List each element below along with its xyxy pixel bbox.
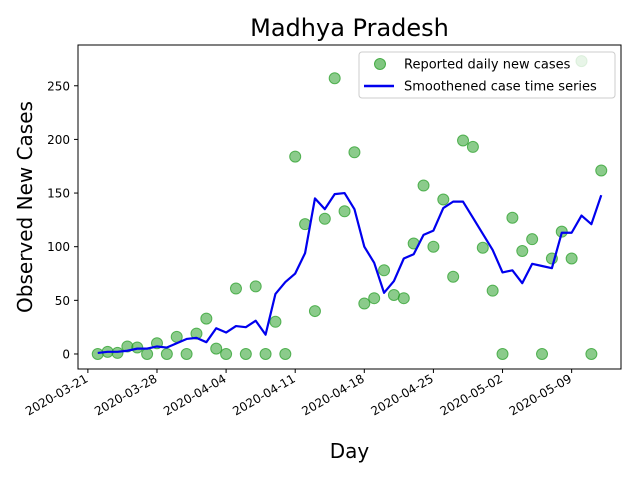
data-point-reported [368,292,381,305]
y-tick-label: 100 [47,240,70,254]
data-point-reported [249,280,262,293]
y-tick-label: 0 [62,347,70,361]
data-point-reported [229,282,242,295]
plot-area [77,44,622,370]
data-point-reported [506,211,519,224]
y-axis-title: Observed New Cases [13,101,37,313]
data-point-reported [486,284,499,297]
legend-label-smoothened: Smoothened case time series [404,80,597,95]
data-point-reported [447,270,460,283]
series-layer [91,55,608,360]
data-point-reported [308,305,321,318]
data-point-reported [358,297,371,310]
data-point-reported [210,342,223,355]
series-line-smoothened [97,191,603,355]
legend-label-reported: Reported daily new cases [404,58,571,73]
data-point-reported [397,292,410,305]
data-point-reported [476,241,489,254]
y-axis: 0 50 100 150 200 250 [47,79,78,361]
data-point-reported [220,347,233,360]
data-point-reported [526,233,539,246]
data-point-reported [318,212,331,225]
data-point-reported [180,347,193,360]
y-tick-label: 250 [47,79,70,93]
data-point-reported [348,146,361,159]
data-point-reported [427,240,440,253]
data-point-reported [437,193,450,206]
data-point-reported [457,134,470,147]
data-point-reported [91,347,104,360]
data-point-reported [239,347,252,360]
y-tick-label: 150 [47,187,70,201]
data-point-reported [160,347,173,360]
data-point-reported [141,347,154,360]
data-point-reported [289,150,302,163]
data-point-reported [536,347,549,360]
data-point-reported [269,315,282,328]
data-point-reported [378,264,391,277]
x-axis-title: Day [330,439,370,463]
data-point-reported [516,244,529,257]
data-point-reported [565,252,578,265]
legend: Reported daily new cases Smoothened case… [358,51,616,99]
data-point-reported [466,140,479,153]
legend-marker-reported [374,58,386,70]
data-point-reported [595,164,608,177]
plot-frame [77,44,622,370]
data-point-reported [259,347,272,360]
y-tick-label: 50 [55,294,70,308]
legend-box [358,51,616,99]
data-point-reported [496,347,509,360]
y-tick-label: 200 [47,133,70,147]
data-point-reported [328,72,341,85]
data-point-reported [338,205,351,218]
data-point-reported [190,327,203,340]
data-point-reported [387,288,400,301]
chart-title: Madhya Pradesh [250,14,449,42]
data-point-reported [585,347,598,360]
data-point-reported [200,312,213,325]
data-point-reported [417,179,430,192]
data-point-reported [279,347,292,360]
